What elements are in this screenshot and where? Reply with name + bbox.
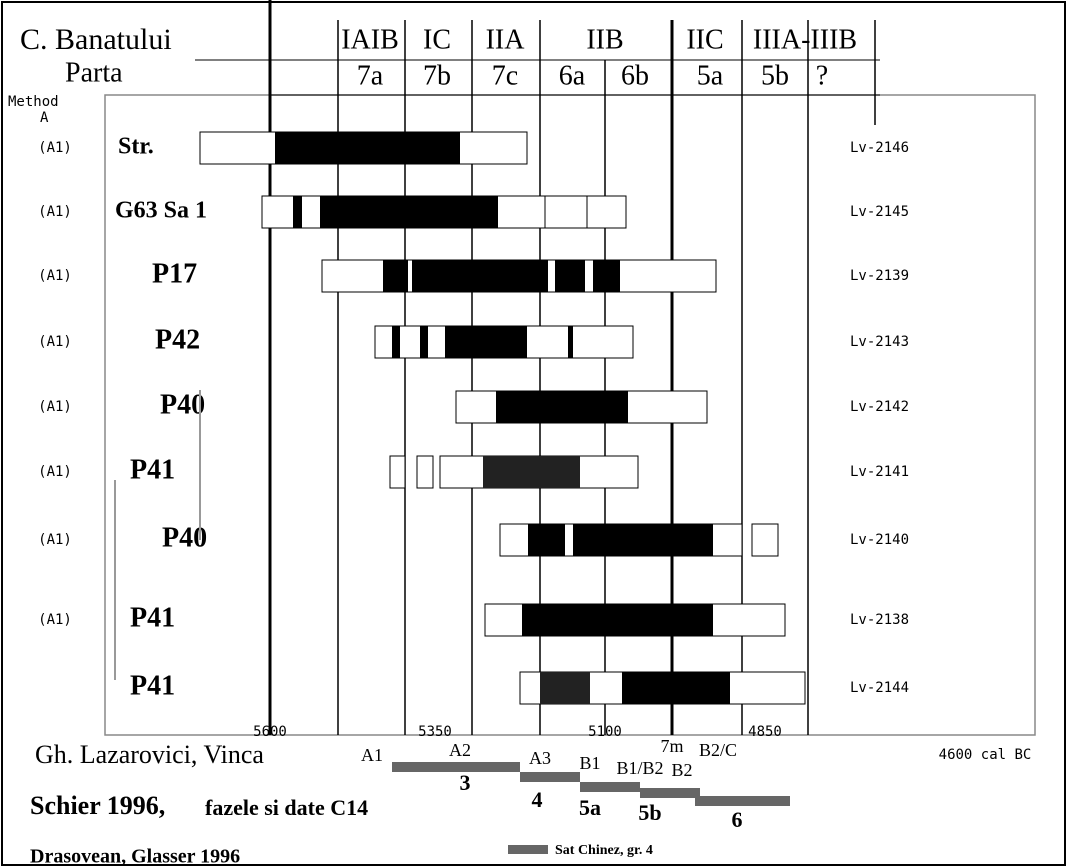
lab-code: Lv-2146 xyxy=(850,140,909,156)
lab-code: Lv-2143 xyxy=(850,334,909,350)
sequence-label: A3 xyxy=(529,748,551,768)
range-fill xyxy=(483,456,580,488)
axis-label: 4850 xyxy=(748,724,782,740)
phase-number: 5b xyxy=(638,800,661,825)
sequence-label: 7m xyxy=(660,736,683,756)
range-box xyxy=(751,523,779,557)
range-fill xyxy=(496,391,628,423)
range-fill xyxy=(383,260,408,292)
sample-label: P41 xyxy=(130,454,175,485)
lab-code: Lv-2145 xyxy=(850,204,909,220)
range-fill xyxy=(392,326,400,358)
lab-code: Lv-2142 xyxy=(850,399,909,415)
method-code: (A1) xyxy=(38,140,72,156)
lab-code: Lv-2140 xyxy=(850,532,909,548)
phase-label: IIIA-IIIB xyxy=(753,24,857,55)
sample-label: P41 xyxy=(130,670,175,701)
lab-code: Lv-2141 xyxy=(850,464,909,480)
sequence-bar xyxy=(640,788,700,798)
method-code: (A1) xyxy=(38,612,72,628)
method-code: (A1) xyxy=(38,268,72,284)
sequence-title: Drasovean, Glasser 1996 xyxy=(30,846,240,867)
range-box xyxy=(416,455,434,489)
range-fill xyxy=(420,326,428,358)
sequence-bar xyxy=(695,796,790,806)
range-fill xyxy=(320,196,498,228)
range-fill xyxy=(522,604,713,636)
method-label: A xyxy=(40,110,49,126)
range-fill xyxy=(540,672,590,704)
site-label: C. Banatului xyxy=(20,23,172,56)
sample-label: P40 xyxy=(160,389,205,420)
range-fill xyxy=(593,260,620,292)
phase-number: 6 xyxy=(732,807,743,832)
axis-label: 5600 xyxy=(253,724,287,740)
subphase-label: 6b xyxy=(621,60,649,91)
phase-number: 4 xyxy=(532,787,543,812)
phase-label: IIB xyxy=(586,24,623,55)
method-code: (A1) xyxy=(38,204,72,220)
sample-label: P17 xyxy=(152,258,197,289)
sequence-label: B2/C xyxy=(699,740,737,760)
sequence-bar xyxy=(580,782,640,792)
subphase-label: 6a xyxy=(559,60,586,91)
method-code: (A1) xyxy=(38,334,72,350)
subphase-label: 5a xyxy=(697,60,724,91)
phase-number: 3 xyxy=(460,770,471,795)
sequence-label: A1 xyxy=(361,745,383,765)
range-fill xyxy=(573,524,713,556)
sequence-label: B1 xyxy=(579,753,600,773)
subsite-label: Parta xyxy=(65,57,123,88)
sequence-title: Gh. Lazarovici, Vinca xyxy=(35,740,264,769)
range-fill xyxy=(555,260,585,292)
sample-label: P41 xyxy=(130,602,175,633)
lab-code: Lv-2144 xyxy=(850,680,909,696)
phase-number: 5a xyxy=(579,795,601,820)
axis-label: 5100 xyxy=(588,724,622,740)
lab-code: Lv-2138 xyxy=(850,612,909,628)
legend-label: Sat Chinez, gr. 4 xyxy=(555,843,653,858)
sequence-bar xyxy=(520,772,580,782)
sequence-title: Schier 1996, xyxy=(30,791,165,820)
subphase-label: 5b xyxy=(761,60,789,91)
phase-label: IIA xyxy=(486,24,526,55)
legend-swatch xyxy=(508,845,548,854)
sequence-label: A2 xyxy=(449,740,471,760)
subphase-label: 7b xyxy=(423,60,451,91)
range-box xyxy=(389,455,406,489)
subphase-label: 7c xyxy=(492,60,518,91)
method-label: Method xyxy=(8,94,59,110)
method-code: (A1) xyxy=(38,464,72,480)
phase-label: IC xyxy=(423,24,451,55)
range-fill xyxy=(412,260,548,292)
subphase-label: 7a xyxy=(357,60,384,91)
sample-label: Str. xyxy=(118,134,154,160)
sequence-bar xyxy=(392,762,520,772)
range-fill xyxy=(293,196,302,228)
range-fill xyxy=(445,326,527,358)
method-code: (A1) xyxy=(38,399,72,415)
axis-label: 4600 cal BC xyxy=(939,747,1032,763)
sequence-subtitle: fazele si date C14 xyxy=(205,795,368,820)
phase-label: IIC xyxy=(686,24,723,55)
sample-label: G63 Sa 1 xyxy=(115,198,207,224)
lab-code: Lv-2139 xyxy=(850,268,909,284)
range-fill xyxy=(275,132,460,164)
range-fill xyxy=(568,326,573,358)
axis-label: 5350 xyxy=(418,724,452,740)
range-fill xyxy=(622,672,730,704)
range-fill xyxy=(528,524,565,556)
sample-label: P42 xyxy=(155,324,200,355)
phase-label: IAIB xyxy=(341,24,399,55)
method-code: (A1) xyxy=(38,532,72,548)
sequence-label: B2 xyxy=(671,760,692,780)
sequence-label: B1/B2 xyxy=(616,758,663,778)
subphase-label: ? xyxy=(816,60,828,91)
